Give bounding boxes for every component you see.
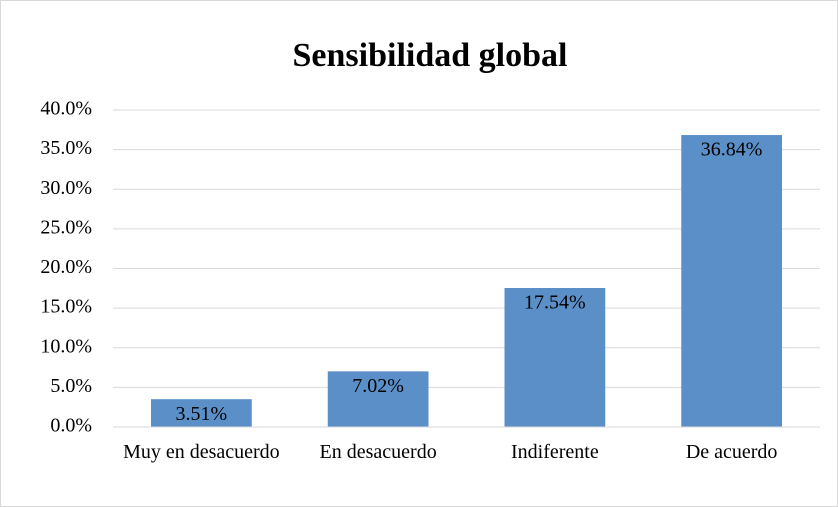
- y-tick-label: 25.0%: [40, 216, 92, 238]
- x-tick-label: De acuerdo: [685, 441, 778, 463]
- x-tick-label-box: De acuerdo: [685, 441, 778, 463]
- bar: [327, 371, 429, 427]
- y-tick-label: 10.0%: [40, 335, 92, 357]
- y-tick-label: 15.0%: [40, 296, 92, 318]
- data-label: 3.51%: [176, 403, 228, 425]
- data-label: 17.54%: [524, 292, 586, 314]
- y-tick-label: 5.0%: [50, 375, 92, 397]
- x-tick-label: En desacuerdo: [319, 441, 437, 463]
- data-label: 7.02%: [352, 375, 404, 397]
- y-tick-label: 0.0%: [50, 415, 92, 437]
- x-tick-label-box: Indiferente: [511, 441, 599, 463]
- y-tick-label: 20.0%: [40, 256, 92, 278]
- y-tick-label: 35.0%: [40, 137, 92, 159]
- bar: [681, 135, 782, 427]
- bar: [151, 399, 252, 427]
- data-label: 36.84%: [701, 139, 763, 161]
- x-tick-label: Muy en desacuerdo: [123, 441, 280, 463]
- chart-title: Sensibilidad global: [293, 37, 568, 74]
- x-tick-label: Indiferente: [511, 441, 599, 463]
- y-tick-label: 30.0%: [40, 177, 92, 199]
- x-tick-label-box: En desacuerdo: [319, 441, 437, 463]
- bar: [504, 287, 606, 427]
- y-tick-label: 40.0%: [40, 98, 92, 120]
- x-tick-label-box: Muy en desacuerdo: [123, 441, 280, 463]
